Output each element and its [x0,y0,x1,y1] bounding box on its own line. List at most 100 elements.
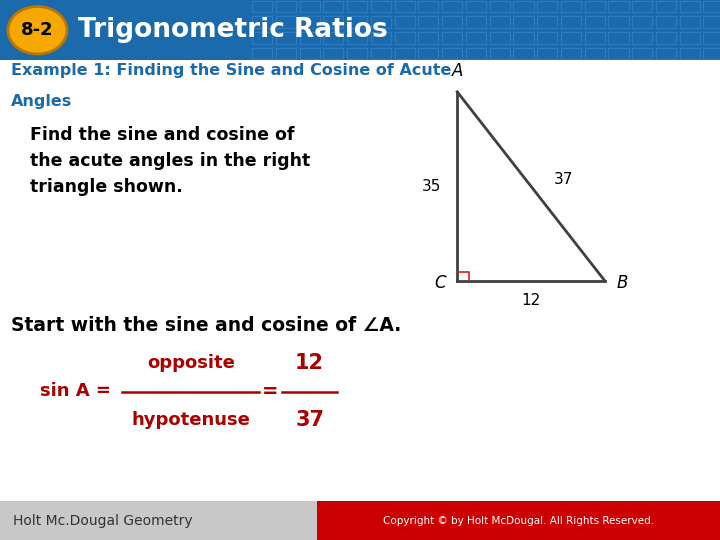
Bar [656,48,676,59]
Text: 35: 35 [422,179,441,194]
Bar [0,501,317,540]
Bar [252,1,272,12]
Bar [395,16,415,28]
Bar [252,16,272,28]
Bar [442,1,462,12]
Bar [252,32,272,44]
Bar [490,32,510,44]
Text: Find the sine and cosine of
the acute angles in the right
triangle shown.: Find the sine and cosine of the acute an… [30,126,310,196]
Text: Holt Mc.Dougal Geometry: Holt Mc.Dougal Geometry [13,514,192,528]
Bar [703,16,720,28]
Bar [323,48,343,59]
Bar [418,16,438,28]
Bar [395,48,415,59]
Bar [703,32,720,44]
Text: 37: 37 [554,172,573,187]
Bar [585,48,605,59]
Bar [442,32,462,44]
Ellipse shape [8,6,67,54]
Bar [513,1,534,12]
Bar [276,48,296,59]
Bar [323,1,343,12]
Bar [561,48,581,59]
Bar [632,16,652,28]
Bar [252,48,272,59]
Bar [371,32,391,44]
Bar [300,48,320,59]
Bar [300,1,320,12]
Bar [585,16,605,28]
Text: sin A =: sin A = [40,382,110,401]
Bar [347,1,367,12]
Bar [490,1,510,12]
Bar [537,1,557,12]
Bar [585,32,605,44]
Bar [490,48,510,59]
Bar [585,1,605,12]
Bar [347,32,367,44]
Bar [466,1,486,12]
Bar [418,32,438,44]
Bar [703,48,720,59]
Text: Trigonometric Ratios: Trigonometric Ratios [78,17,387,43]
Bar [0,0,720,60]
Bar [490,16,510,28]
Bar [317,501,720,540]
Bar [656,32,676,44]
Bar [680,1,700,12]
Bar [371,1,391,12]
Bar [276,16,296,28]
Bar [608,32,629,44]
Text: =: = [262,382,278,401]
Bar [276,32,296,44]
Bar [466,48,486,59]
Bar [466,16,486,28]
Bar [371,48,391,59]
Bar [323,16,343,28]
Text: B: B [616,274,628,292]
Bar [680,32,700,44]
Bar [418,1,438,12]
Text: Angles: Angles [11,94,72,109]
Bar [347,16,367,28]
Bar [276,1,296,12]
Bar [323,32,343,44]
Text: A: A [451,62,463,80]
Bar [608,48,629,59]
Bar [680,16,700,28]
Bar [632,48,652,59]
Text: 8-2: 8-2 [21,21,54,39]
Bar [442,16,462,28]
Text: Start with the sine and cosine of ∠A.: Start with the sine and cosine of ∠A. [11,316,401,335]
Bar [656,16,676,28]
Bar [466,32,486,44]
Bar [513,16,534,28]
Bar [632,1,652,12]
Bar [442,48,462,59]
Bar [561,16,581,28]
Text: 12: 12 [521,293,541,308]
Bar [513,48,534,59]
Bar [703,1,720,12]
Text: opposite: opposite [147,354,235,373]
Text: 37: 37 [295,409,324,430]
Bar [300,16,320,28]
Bar [513,32,534,44]
Bar [632,32,652,44]
Text: 12: 12 [295,353,324,374]
Bar [371,16,391,28]
Bar [300,32,320,44]
Text: Copyright © by Holt McDougal. All Rights Reserved.: Copyright © by Holt McDougal. All Rights… [383,516,654,525]
Bar [395,1,415,12]
Bar [418,48,438,59]
Bar [561,32,581,44]
Text: Example 1: Finding the Sine and Cosine of Acute: Example 1: Finding the Sine and Cosine o… [11,63,451,78]
Bar [656,1,676,12]
Bar [608,1,629,12]
Bar [537,32,557,44]
Bar [537,48,557,59]
Bar [537,16,557,28]
Bar [347,48,367,59]
Bar [680,48,700,59]
Bar [395,32,415,44]
